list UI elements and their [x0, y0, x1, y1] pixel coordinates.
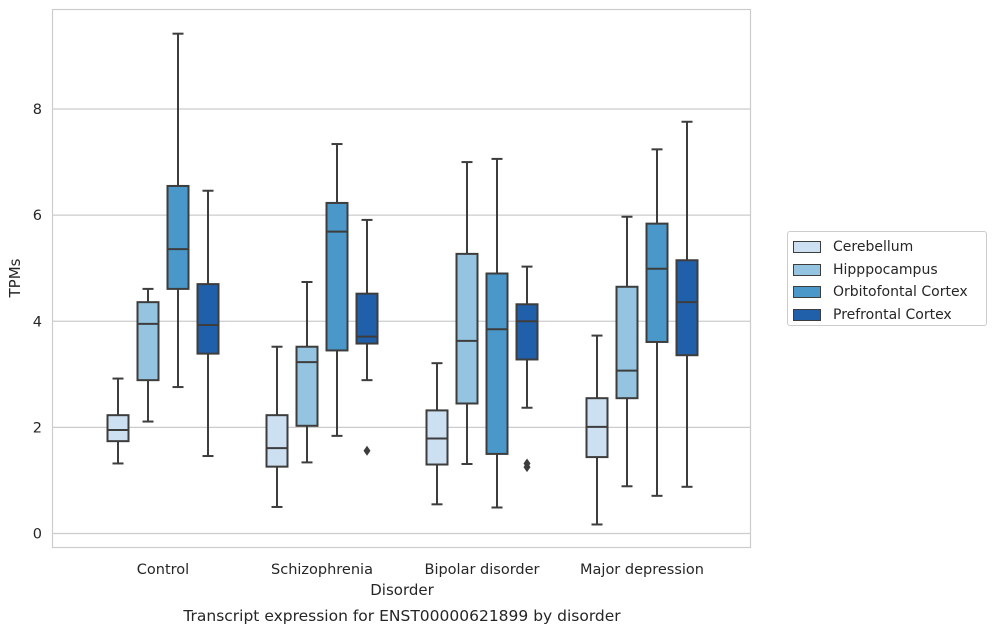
y-axis-label: TPMs [6, 258, 24, 298]
box-hipppocampus [455, 161, 479, 465]
x-tick-labels: Control Schizophrenia Bipolar disorder Majo… [137, 562, 704, 578]
box-orbitofontal-cortex [645, 148, 669, 497]
box-iqr [265, 414, 289, 468]
box-iqr [355, 292, 379, 345]
box-iqr [515, 303, 539, 361]
box-orbitofontal-cortex [325, 143, 349, 437]
chart-title: Transcript expression for ENST0000062189… [182, 607, 621, 625]
legend-label: Orbitofontal Cortex [833, 284, 968, 301]
y-tick-label: 0 [33, 527, 42, 543]
x-tick-label: Major depression [580, 562, 704, 578]
legend-swatch [793, 263, 821, 276]
legend-swatch [793, 308, 821, 321]
x-tick-label: Bipolar disorder [425, 562, 540, 578]
legend: Cerebellum Hipppocampus Orbitofontal Corte… [787, 231, 987, 326]
box-iqr [675, 259, 699, 357]
box-iqr [425, 409, 449, 466]
y-tick-label: 8 [33, 102, 42, 118]
legend-label: Prefrontal Cortex [833, 306, 952, 323]
y-tick-label: 4 [33, 314, 42, 330]
box-iqr [645, 222, 669, 343]
box-iqr [196, 283, 220, 355]
box-iqr [485, 272, 509, 455]
box-cerebellum [106, 377, 130, 465]
x-tick-label: Schizophrenia [271, 562, 373, 578]
box-hipppocampus [136, 287, 160, 423]
legend-swatch [793, 286, 821, 299]
plot-frame [51, 8, 752, 549]
x-axis-label: Disorder [370, 581, 434, 599]
box-iqr [455, 252, 479, 405]
box-prefrontal-cortex [515, 265, 539, 473]
box-prefrontal-cortex [675, 120, 699, 488]
legend-item: Orbitofontal Cortex [793, 281, 986, 304]
box-cerebellum [425, 362, 449, 506]
legend-label: Cerebellum [833, 239, 914, 256]
box-iqr [295, 345, 319, 427]
legend-swatch [793, 241, 821, 254]
legend-item: Prefrontal Cortex [793, 304, 986, 327]
box-iqr [615, 285, 639, 400]
box-prefrontal-cortex [355, 218, 379, 456]
box-hipppocampus [295, 280, 319, 464]
legend-item: Cerebellum [793, 236, 986, 259]
y-tick-label: 2 [33, 420, 42, 436]
box-iqr [166, 184, 190, 290]
legend-label: Hipppocampus [833, 261, 938, 278]
box-iqr [106, 414, 130, 443]
legend-item: Hipppocampus [793, 259, 986, 282]
boxes-layer [106, 32, 699, 526]
outlier-point [363, 445, 371, 456]
box-cerebellum [265, 345, 289, 508]
box-orbitofontal-cortex [166, 32, 190, 389]
box-iqr [136, 301, 160, 382]
y-tick-label: 6 [33, 208, 42, 224]
y-tick-labels: 0 2 4 6 8 [33, 102, 42, 542]
box-orbitofontal-cortex [485, 157, 509, 509]
box-hipppocampus [615, 215, 639, 488]
x-tick-label: Control [137, 562, 189, 578]
box-iqr [325, 201, 349, 352]
box-cerebellum [585, 334, 609, 526]
box-prefrontal-cortex [196, 189, 220, 458]
outlier-point [523, 458, 531, 469]
